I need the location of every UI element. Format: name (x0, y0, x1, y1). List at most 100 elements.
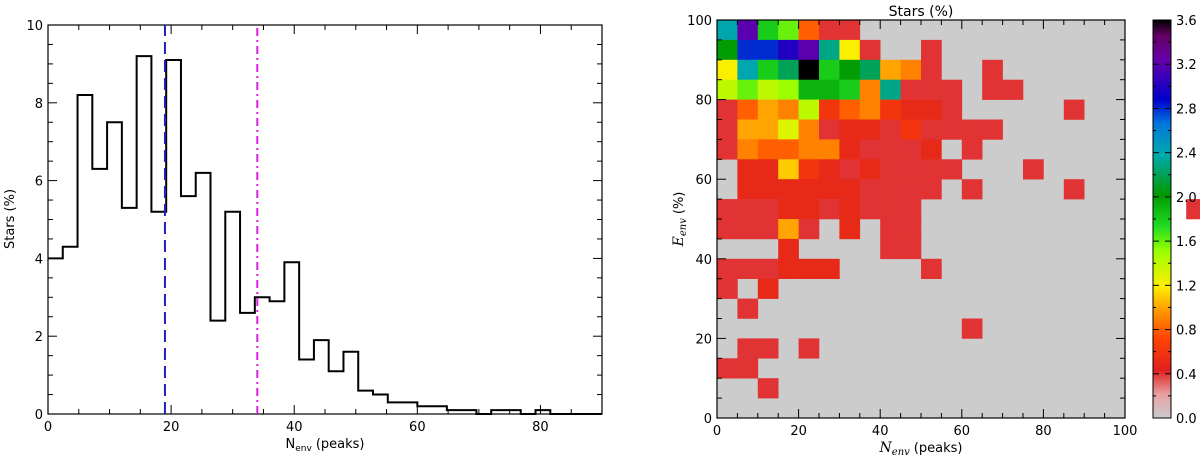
heatmap-cell (798, 20, 820, 41)
heatmap-cell (757, 59, 779, 80)
heatmap-cell (717, 79, 738, 100)
heatmap-cells (717, 20, 1200, 399)
heatmap-cell (880, 159, 901, 180)
heatmap-cell (757, 139, 779, 160)
heatmap-cell (859, 199, 881, 220)
heatmap-cell (839, 20, 861, 41)
heatmap-cell (737, 219, 759, 240)
heatmap-cell (982, 59, 1003, 80)
heatmap-cell (778, 39, 799, 61)
histogram-x-tick-label: 60 (409, 420, 426, 435)
heatmap-y-axis-title: Eenv (%) (671, 192, 689, 248)
heatmap-cell (757, 258, 779, 279)
histogram-x-tick-label: 20 (163, 420, 180, 435)
heatmap-cell (778, 258, 799, 279)
colorbar-tick-label: 1.6 (1176, 235, 1197, 250)
heatmap-cell (737, 199, 759, 220)
heatmap-x-tick-label: 60 (954, 424, 971, 439)
heatmap-cell (798, 179, 820, 200)
histogram-y-axis-title: Stars (%) (3, 189, 18, 249)
heatmap-cell (778, 238, 799, 260)
heatmap-cell (737, 179, 759, 200)
histogram-step-line (48, 55, 602, 415)
heatmap-cell (1063, 99, 1085, 120)
heatmap-y-tick-label: 100 (687, 14, 712, 29)
heatmap-cell (819, 99, 840, 120)
heatmap-cell (921, 99, 942, 120)
heatmap-cell (717, 219, 738, 240)
heatmap-cell (880, 99, 901, 120)
heatmap-cell (717, 258, 738, 279)
heatmap-cell (778, 59, 799, 80)
heatmap-cell (921, 39, 942, 61)
heatmap-x-tick-label: 0 (713, 424, 721, 439)
heatmap-cell (757, 338, 779, 359)
heatmap-y-tick-label: 80 (695, 94, 712, 109)
histogram-x-tick-label: 40 (286, 420, 303, 435)
heatmap-cell (717, 199, 738, 220)
histogram-y-tick-label: 6 (35, 175, 43, 190)
heatmap-cell (757, 278, 779, 299)
heatmap-cell (900, 179, 922, 200)
heatmap-cell (819, 258, 840, 279)
heatmap-cell (900, 99, 922, 120)
heatmap-cell (737, 99, 759, 120)
heatmap-cell (737, 119, 759, 140)
heatmap-cell (921, 159, 942, 180)
heatmap-cell (839, 119, 861, 140)
heatmap-cell (961, 119, 983, 140)
colorbar: 0.0 0.4 0.8 1.2 1.6 2.0 2.4 2.8 3.2 3.6 (1152, 14, 1197, 427)
heatmap-cell (798, 59, 820, 80)
heatmap-cell (798, 99, 820, 120)
heatmap-x-label-sub: env (892, 447, 910, 458)
heatmap-cell (859, 159, 881, 180)
histogram-x-axis-title: Nenv (peaks) (286, 437, 365, 454)
heatmap-y-label-main: E (671, 236, 687, 247)
heatmap-cell (839, 139, 861, 160)
histogram-y-tick-label: 8 (35, 97, 43, 112)
histogram-y-ticks: 0 2 4 6 8 10 (26, 19, 602, 423)
heatmap-cell (737, 39, 759, 61)
heatmap-cell (961, 139, 983, 160)
heatmap-cell (1002, 79, 1024, 100)
heatmap-cell (880, 119, 901, 140)
histogram-y-tick-label: 4 (35, 252, 43, 267)
heatmap-cell (778, 119, 799, 140)
heatmap-x-tick-label: 40 (872, 424, 889, 439)
heatmap-cell (778, 199, 799, 220)
heatmap-cell (941, 159, 963, 180)
heatmap-cell (941, 79, 963, 100)
colorbar-tick-label: 3.2 (1176, 58, 1197, 73)
heatmap-cell (798, 79, 820, 100)
heatmap-cell (859, 139, 881, 160)
heatmap-cell (839, 159, 861, 180)
heatmap-cell (798, 119, 820, 140)
heatmap-cell (819, 199, 840, 220)
histogram-x-tick-label: 80 (532, 420, 549, 435)
heatmap-cell (798, 39, 820, 61)
heatmap-cell (880, 59, 901, 80)
heatmap-cell (900, 59, 922, 80)
heatmap-x-ticks: 0 20 40 60 80 100 (713, 20, 1137, 439)
heatmap-cell (819, 79, 840, 100)
heatmap-cell (921, 59, 942, 80)
heatmap-cell (1186, 199, 1200, 220)
colorbar-tick-label: 2.0 (1176, 191, 1197, 206)
heatmap-cell (880, 139, 901, 160)
heatmap-cell (880, 79, 901, 100)
heatmap-y-tick-label: 40 (695, 253, 712, 268)
heatmap-cell (839, 179, 861, 200)
heatmap-x-axis-title: Nenv (peaks) (879, 440, 963, 458)
heatmap-cell (900, 159, 922, 180)
heatmap-cell (982, 119, 1003, 140)
heatmap-cell (880, 179, 901, 200)
colorbar-ticks: 0.0 0.4 0.8 1.2 1.6 2.0 2.4 2.8 3.2 3.6 (1153, 14, 1197, 427)
heatmap-cell (839, 219, 861, 240)
heatmap-cell (717, 278, 738, 299)
heatmap-cell (757, 79, 779, 100)
heatmap-cell (880, 199, 901, 220)
heatmap-cell (859, 59, 881, 80)
heatmap-cell (717, 139, 738, 160)
heatmap-cell (757, 179, 779, 200)
heatmap-cell (778, 20, 799, 41)
